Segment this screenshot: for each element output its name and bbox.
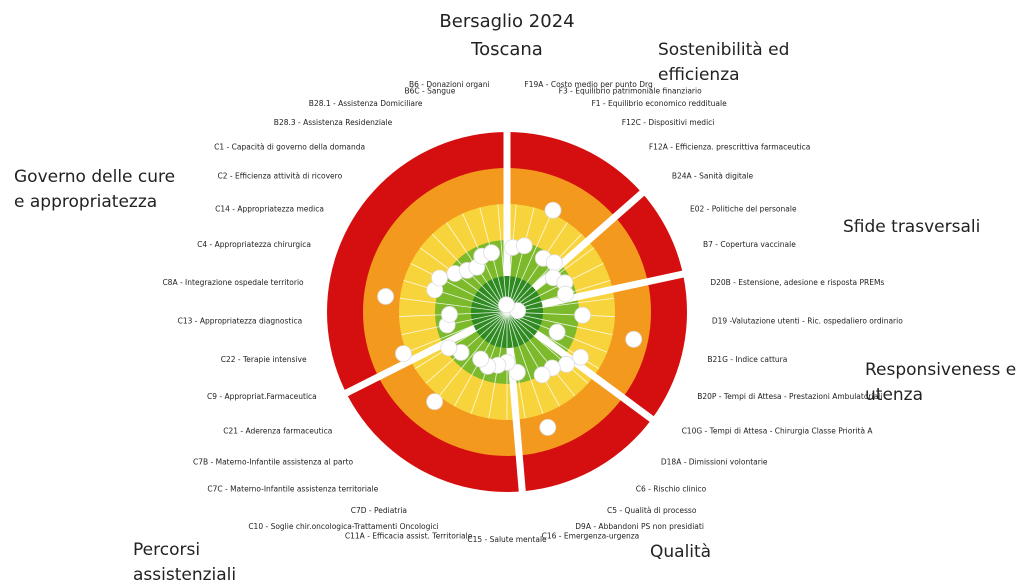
marker [545,254,563,272]
spoke [438,311,508,397]
spoke [506,263,604,313]
indicator-label: E02 - Politiche del personale [690,204,797,213]
indicator-label: C15 - Salute mentale [467,535,547,544]
section-title: assistenziali [133,565,236,585]
marker [441,306,458,323]
marker [558,355,575,373]
spoke [506,311,544,414]
indicator-label: B6 - Donazioni organi [409,80,490,89]
marker [472,350,490,368]
section-title: efficienza [658,65,740,85]
indicator-label: D19 -Valutazione utenti - Ric. ospedalie… [712,317,903,326]
marker [483,244,500,262]
spoke [419,247,508,313]
marker [431,269,448,287]
spoke [506,222,568,313]
spoke [406,311,508,353]
section-title: Responsiveness e [865,360,1016,380]
spoke [506,311,576,397]
marker [557,285,574,303]
indicator-label: F19A - Costo medio per punto Drg [524,80,653,89]
indicator-label: C1 - Capacità di governo della domanda [214,142,365,151]
indicator-label: C16 - Emergenza-urgenza [542,532,640,541]
indicator-label: C11A - Efficacia assist. Territoriale [345,532,473,541]
spoke [506,311,613,336]
marker [548,323,566,341]
indicator-label: C2 - Efficienza attività di ricovero [218,171,343,180]
spoke [399,297,508,313]
indicator-label: D20B - Estensione, adesione e risposta P… [710,278,884,287]
spoke [506,207,535,313]
spoke [497,204,508,313]
indicator-label: C7D - Pediatria [351,506,407,515]
section-title: Sfide trasversali [843,217,980,237]
marker [377,288,394,305]
indicator-label: B28.1 - Assistenza Domiciliare [309,99,423,108]
indicator-label: F12A - Efficienza. prescrittiva farmaceu… [649,142,811,151]
indicator-label: C10G - Tempi di Attesa - Chirurgia Class… [682,427,874,436]
indicator-label: C6 - Rischio clinico [636,484,707,493]
spoke [506,311,561,407]
section-title: Governo delle cure [14,167,175,187]
indicator-label: C8A - Integrazione ospedale territorio [162,278,304,287]
spoke [403,279,508,313]
indicator-label: C10 - Soglie chir.oncologica-Trattamenti… [248,522,438,531]
indicator-label: F1 - Equilibrio economico reddituale [591,99,727,108]
section-separator [339,325,477,399]
section-title: Sostenibilità ed [658,40,789,60]
indicator-label: B28.3 - Assistenza Residenziale [274,118,393,127]
indicator-label: C13 - Appropriatezza diagnostica [178,317,303,326]
chart-subtitle: Toscana [470,39,543,60]
indicator-label: D18A - Dimissioni volontarie [661,458,768,467]
spoke [414,311,508,369]
marker [574,306,591,324]
indicator-label: C21 - Aderenza farmaceutica [223,427,332,436]
marker [426,393,444,411]
indicator-label: C7C - Materno-Infantile assistenza terri… [207,484,378,493]
indicator-label: C14 - Appropriatezza medica [215,204,324,213]
indicator-label: C9 - Appropriat.Farmaceutica [207,392,317,401]
marker [497,296,515,314]
indicator-label: F3 - Equilibrio patrimoniale finanziario [559,86,702,95]
indicator-label: B7 - Copertura vaccinale [703,240,796,249]
indicator-label: B24A - Sanità digitale [672,171,754,180]
indicator-label: C4 - Appropriatezza chirurgica [197,240,311,249]
section-title: Qualità [650,542,711,562]
marker [539,419,557,436]
indicator-label: B6C - Sangue [404,86,455,95]
indicator-label: D9A - Abbandoni PS non presidiati [575,522,704,531]
marker [508,363,526,381]
spoke [506,311,589,384]
marker [572,348,589,366]
indicator-label: B21G - Indice cattura [707,355,787,364]
marker [395,345,412,363]
indicator-label: B20P - Tempi di Attesa - Prestazioni Amb… [697,392,882,401]
section-title: Percorsi [133,540,200,560]
indicator-label: C22 - Terapie intensive [221,355,307,364]
indicator-label: C5 - Qualità di processo [607,506,697,515]
chart-title: Bersaglio 2024 [439,11,574,32]
spoke [506,204,517,313]
spoke [506,233,583,313]
marker [440,339,458,357]
spoke [506,213,552,313]
marker [515,237,533,255]
indicator-label: C7B - Materno-Infantile assistenza al pa… [193,458,354,467]
marker [533,366,551,384]
section-title: utenza [865,385,923,405]
marker [625,330,643,348]
section-separator [533,330,659,426]
marker [544,201,562,219]
indicator-label: F12C - Dispositivi medici [622,118,715,127]
section-title: e appropriatezza [14,192,157,212]
spoke [410,263,508,313]
